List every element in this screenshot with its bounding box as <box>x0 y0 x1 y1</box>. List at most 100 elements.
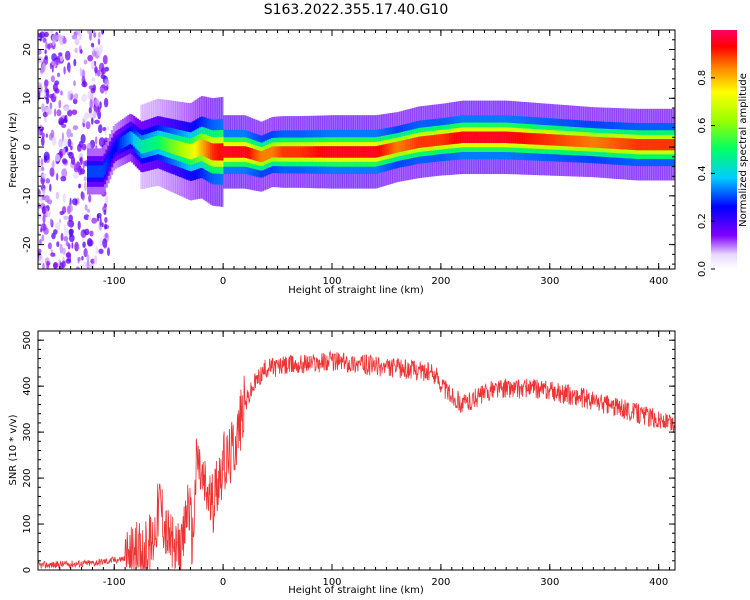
spectrogram-ridge-cell <box>513 132 516 144</box>
spectrogram-ridge-cell <box>421 136 424 148</box>
spectrogram-noise-speck <box>89 263 95 269</box>
spectrogram-ridge-cell <box>507 131 511 144</box>
spectrogram-noise-speck <box>47 242 52 250</box>
spectrogram-noise-speck <box>99 84 105 94</box>
spectrogram-noise-speck <box>62 247 66 255</box>
spectrogram-ridge-cell <box>568 135 571 147</box>
spectrogram-ridge-cell <box>478 131 481 143</box>
spectrogram-noise-speck <box>41 173 47 179</box>
spectrogram-ridge-cell <box>373 146 377 158</box>
x-tick-label: -100 <box>103 577 126 588</box>
spectrogram-ridge-cell <box>496 131 500 143</box>
spectrogram-noise-speck <box>38 49 42 55</box>
spectrogram-ridge-cell <box>120 137 123 149</box>
spectrogram-ridge-cell <box>344 146 347 158</box>
spectrogram-ridge-cell <box>134 135 138 149</box>
spectrogram-ridge-cell <box>414 137 417 149</box>
spectrogram-ridge-cell <box>502 131 505 143</box>
spectrogram-ridge-cell <box>219 143 222 161</box>
spectrogram-noise-speck <box>104 194 109 205</box>
spectrogram-noise-speck <box>95 245 99 255</box>
spectrogram-ridge-cell <box>645 139 648 151</box>
spectrogram-noise-speck <box>45 88 50 98</box>
spectrogram-ridge-cell <box>246 147 250 159</box>
x-tick-label: 400 <box>649 276 668 287</box>
spectrogram-ridge-cell <box>234 146 237 158</box>
spectrogram-noise-speck <box>44 55 48 60</box>
spectrogram-ridge-cell <box>428 135 432 147</box>
spectrogram-ridge-cell <box>162 136 165 151</box>
spectrogram-ridge-cell <box>557 134 560 146</box>
spectrogram-noise-speck <box>78 165 83 176</box>
spectrogram-noise-speck <box>56 173 59 181</box>
spectrogram-noise-speck <box>78 183 82 188</box>
spectrogram-ridge-cell <box>612 137 615 149</box>
figure-title: S163.2022.355.17.40.G10 <box>264 2 449 18</box>
spectrogram-ridge-cell <box>333 146 336 158</box>
spectrogram-noise-speck <box>77 220 81 230</box>
spectrogram-ridge-cell <box>520 132 523 144</box>
spectrogram-ridge-cell <box>112 142 116 155</box>
spectrogram-ridge-cell <box>226 146 230 158</box>
spectrogram-noise-speck <box>87 208 90 213</box>
spectrogram-ridge-cell <box>283 146 286 158</box>
spectrogram-noise-speck <box>94 47 99 52</box>
spectrogram-ridge-cell <box>329 146 332 158</box>
spectrogram-ridge-cell <box>224 146 228 158</box>
spectrogram-ridge-cell <box>314 146 318 158</box>
x-tick-label: 0 <box>220 577 226 588</box>
spectrogram-noise-speck <box>59 210 65 216</box>
spectrogram-ridge-cell <box>447 133 450 145</box>
spectrogram-ridge-cell <box>555 134 558 146</box>
spectrogram-ridge-cell <box>210 143 213 160</box>
spectrogram-ridge-cell <box>360 146 364 158</box>
spectrogram-ridge-cell <box>109 150 112 163</box>
spectrogram-ridge-cell <box>320 146 323 158</box>
spectrogram-noise-speck <box>78 30 82 41</box>
spectrogram-ridge-cell <box>559 134 562 146</box>
snr-panel: -100 0 100 200 300 400 0 100 200 300 400 500 Heigh… <box>8 330 676 596</box>
spectrogram-ridge-cell <box>235 146 239 158</box>
x-tick-label: 100 <box>322 577 341 588</box>
spectrogram-noise-speck <box>73 80 76 87</box>
spectrogram-ridge-cell <box>392 142 395 154</box>
spectrogram-ridge-cell <box>144 139 147 153</box>
snr-y-ticks: 0 100 200 300 400 500 <box>22 330 675 573</box>
spectrogram-noise-speck <box>72 125 79 130</box>
spectrogram-ridge-cell <box>452 132 456 144</box>
spectrogram-ridge-cell <box>577 135 580 147</box>
spectrogram-noise-speck <box>74 244 79 251</box>
spectrogram-ridge-cell <box>500 131 503 143</box>
spectrogram-x-axis-label: Height of straight line (km) <box>288 285 424 296</box>
spectrogram-noise-speck <box>77 257 81 262</box>
spectrogram-noise-speck <box>38 167 42 172</box>
spectrogram-noise-speck <box>104 78 110 86</box>
spectrogram-ridge-cell <box>197 140 200 157</box>
spectrogram-noise-speck <box>56 241 60 248</box>
spectrogram-noise-speck <box>72 98 78 105</box>
spectrogram-noise-speck <box>71 109 78 115</box>
spectrogram-ridge-cell <box>232 146 235 158</box>
spectrogram-ridge-cell <box>261 150 264 162</box>
spectrogram-ridge-cell <box>489 131 492 143</box>
spectrogram-noise-speck <box>81 143 87 151</box>
spectrogram-ridge-cell <box>436 134 439 146</box>
spectrogram-noise-speck <box>90 42 95 48</box>
spectrogram-ridge-cell <box>250 148 253 160</box>
spectrogram-noise-speck <box>73 172 79 179</box>
spectrogram-noise-speck <box>81 192 85 201</box>
y-tick-label: 20 <box>22 43 33 56</box>
spectrogram-ridge-cell <box>515 132 518 144</box>
spectrogram-ridge-cell <box>621 138 625 150</box>
x-tick-label: 200 <box>431 276 450 287</box>
spectrogram-noise-speck <box>41 234 45 242</box>
spectrogram-ridge-cell <box>193 142 196 158</box>
spectrogram-ridge-cell <box>267 148 270 160</box>
spectrogram-noise-speck <box>82 160 86 169</box>
spectrogram-noise-speck <box>51 136 57 146</box>
spectrogram-ridge-cell <box>533 133 536 145</box>
spectrogram-noise-speck <box>87 91 91 100</box>
spectrogram-ridge-cell <box>223 146 226 158</box>
spectrogram-noise-speck <box>91 117 94 125</box>
